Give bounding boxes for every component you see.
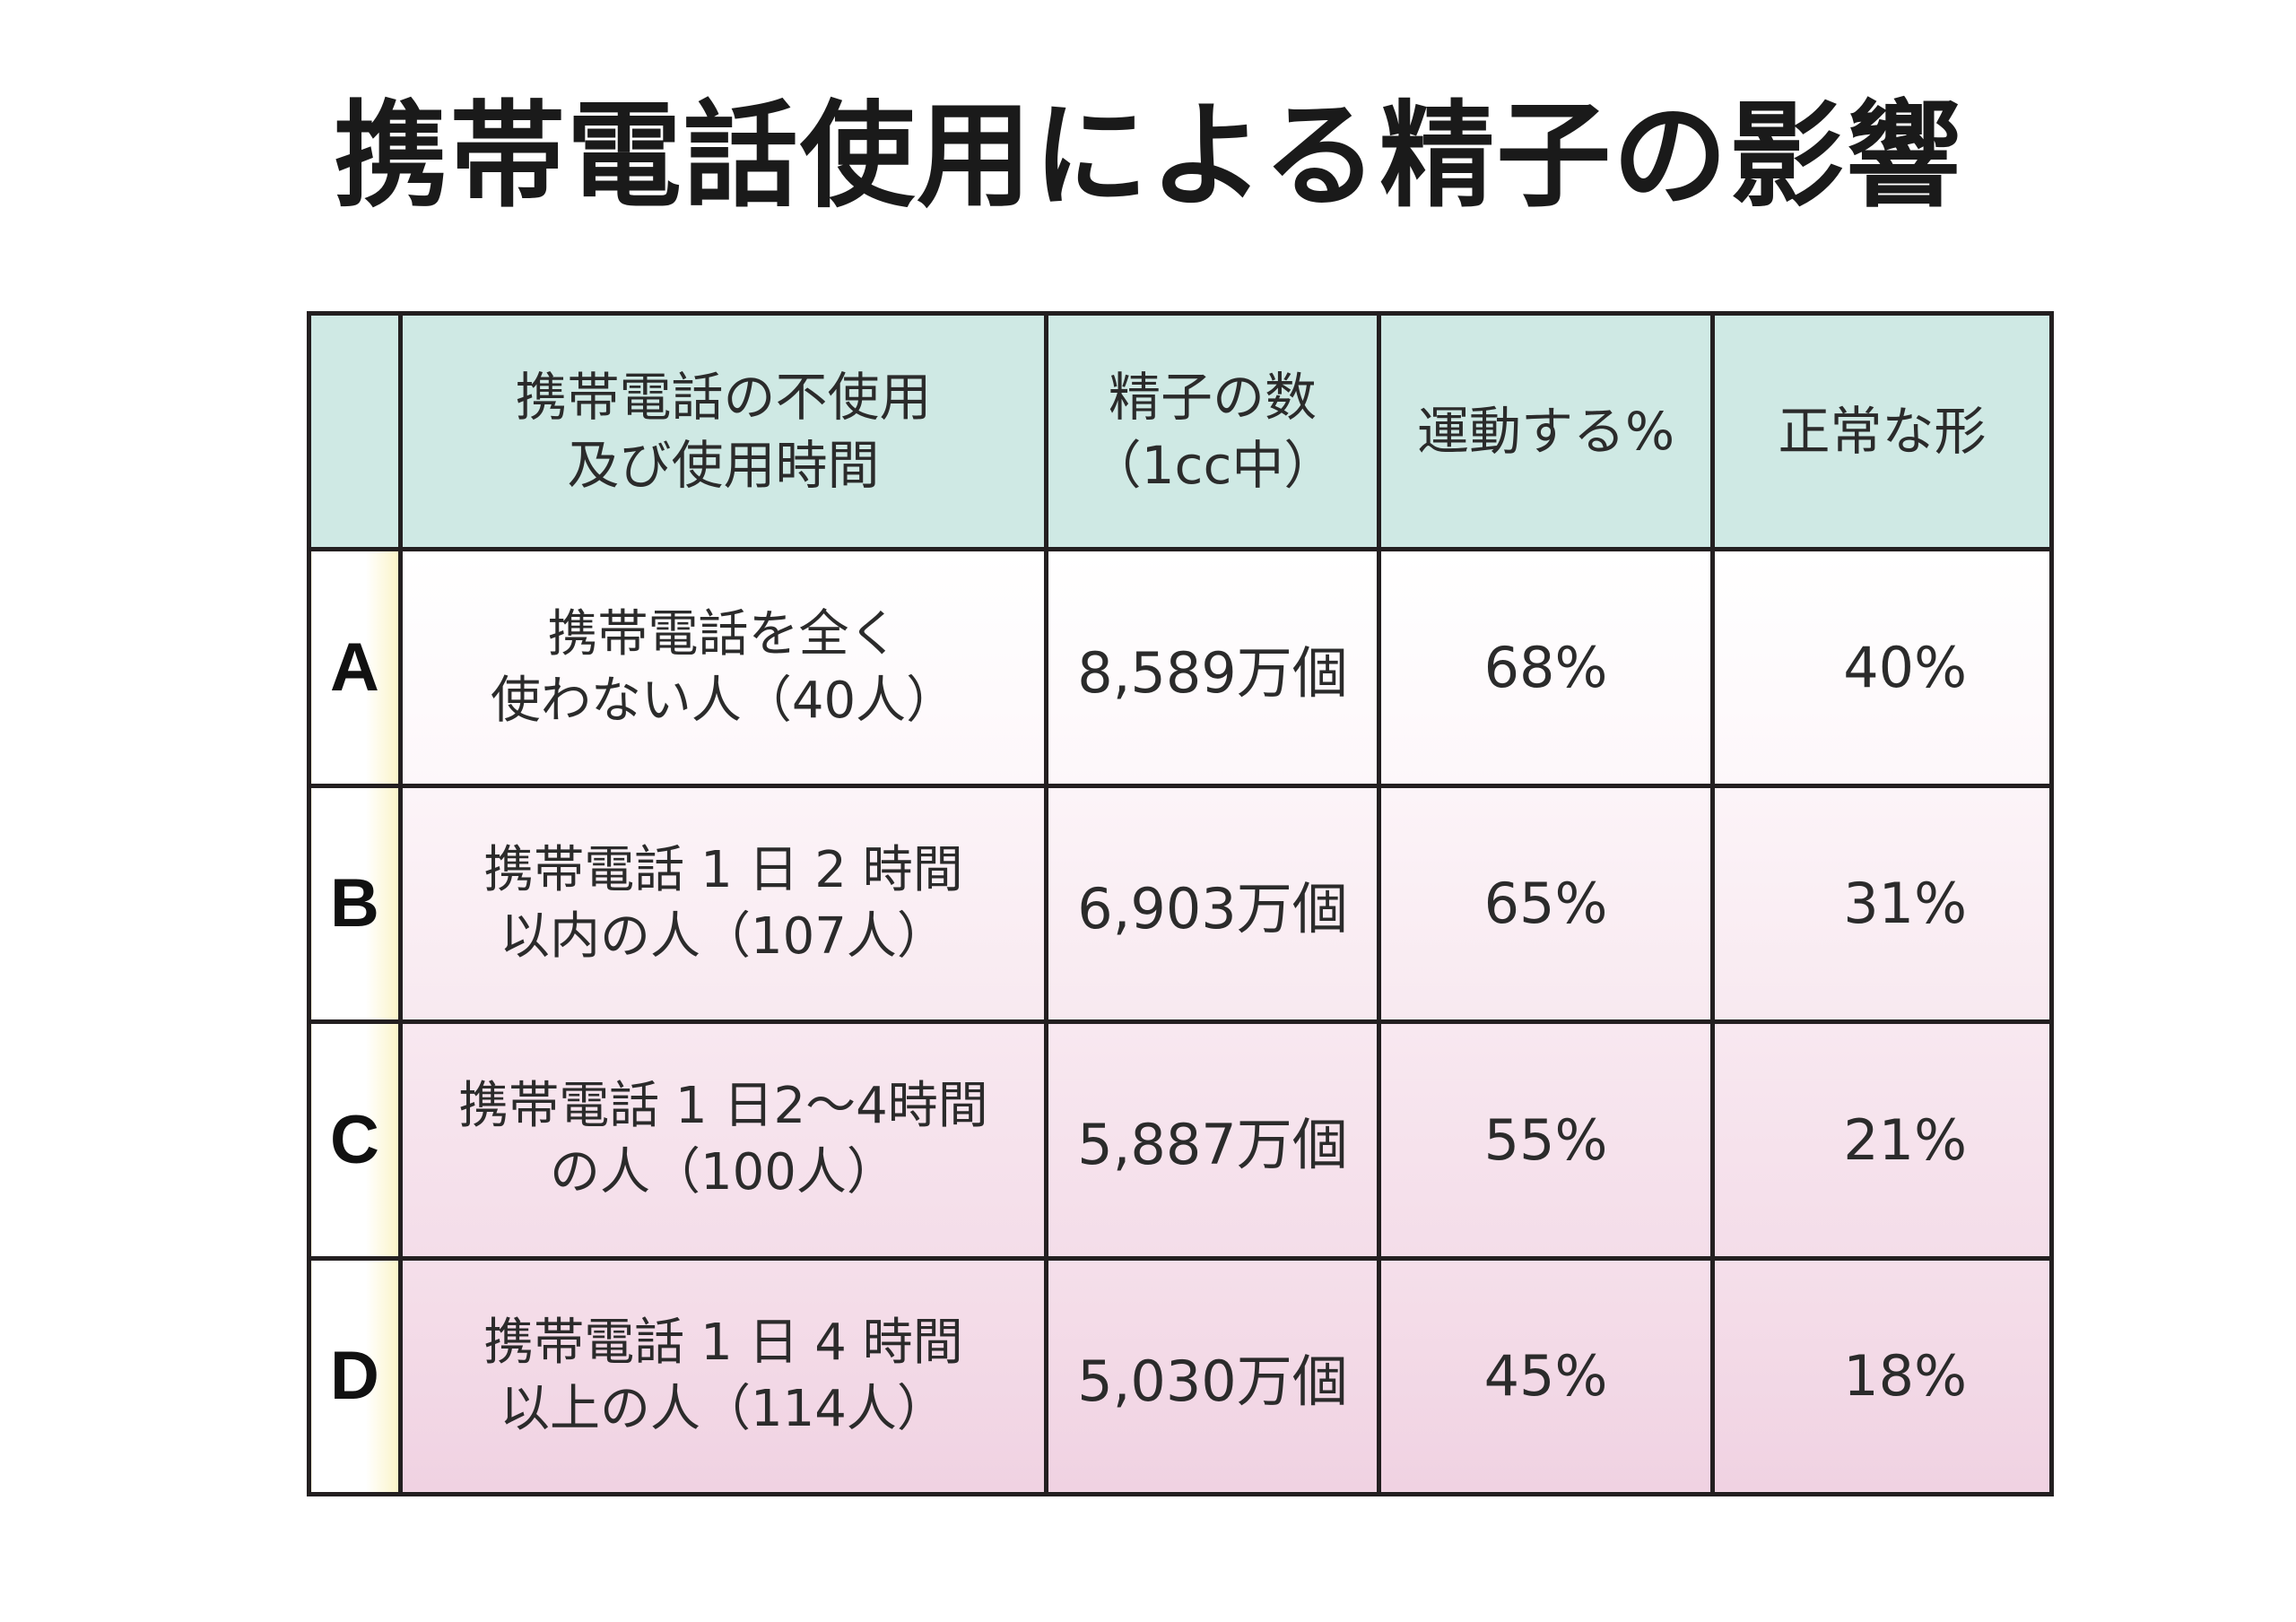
usage-line1: 携帯電話 1 日 4 時間 xyxy=(483,1313,963,1372)
row-label: C xyxy=(307,1019,403,1261)
usage-cell: 携帯電話 1 日 2 時間 以内の人（107人） xyxy=(398,783,1048,1025)
motility-cell: 45% xyxy=(1377,1255,1715,1497)
header-usage-line2: 及び使用時間 xyxy=(567,435,880,497)
header-count-line1: 精子の数 xyxy=(1108,367,1317,429)
usage-line2: の人（100人） xyxy=(550,1143,897,1202)
usage-line2: 以内の人（107人） xyxy=(500,906,947,966)
usage-cell: 携帯電話 1 日 4 時間 以上の人（114人） xyxy=(398,1255,1048,1497)
header-count-line2: （1cc中） xyxy=(1089,435,1336,497)
usage-line2: 使わない人（40人） xyxy=(490,671,957,730)
motility-cell: 65% xyxy=(1377,783,1715,1025)
sperm-count-cell: 5,887万個 xyxy=(1044,1019,1381,1261)
table-row: D 携帯電話 1 日 4 時間 以上の人（114人） 5,030万個 45% 1… xyxy=(307,1255,2054,1497)
usage-cell: 携帯電話を全く 使わない人（40人） xyxy=(398,547,1048,788)
row-label: B xyxy=(307,783,403,1025)
sperm-count-cell: 5,030万個 xyxy=(1044,1255,1381,1497)
normal-shape-cell: 31% xyxy=(1710,783,2054,1025)
normal-shape-cell: 40% xyxy=(1710,547,2054,788)
sperm-impact-table: 携帯電話の不使用 及び使用時間 精子の数 （1cc中） 運動する% 正常な形 A… xyxy=(307,310,2054,1497)
motility-cell: 68% xyxy=(1377,547,1715,788)
table-header-row: 携帯電話の不使用 及び使用時間 精子の数 （1cc中） 運動する% 正常な形 xyxy=(307,310,2054,552)
usage-line1: 携帯電話 1 日2〜4時間 xyxy=(458,1077,988,1136)
usage-line1: 携帯電話 1 日 2 時間 xyxy=(483,840,963,899)
normal-shape-cell: 21% xyxy=(1710,1019,2054,1261)
sperm-count-cell: 8,589万個 xyxy=(1044,547,1381,788)
normal-shape-cell: 18% xyxy=(1710,1255,2054,1497)
sperm-count-cell: 6,903万個 xyxy=(1044,783,1381,1025)
row-label: D xyxy=(307,1255,403,1497)
usage-cell: 携帯電話 1 日2〜4時間 の人（100人） xyxy=(398,1019,1048,1261)
header-normal-shape: 正常な形 xyxy=(1710,310,2054,552)
usage-line1: 携帯電話を全く xyxy=(547,604,900,664)
table-row: A 携帯電話を全く 使わない人（40人） 8,589万個 68% 40% xyxy=(307,547,2054,788)
usage-line2: 以上の人（114人） xyxy=(500,1379,947,1438)
page-title: 携帯電話使用による精子の影響 xyxy=(333,90,1963,223)
header-label-cell xyxy=(307,310,403,552)
header-usage-line1: 携帯電話の不使用 xyxy=(515,367,932,429)
header-usage: 携帯電話の不使用 及び使用時間 xyxy=(398,310,1048,552)
header-sperm-count: 精子の数 （1cc中） xyxy=(1044,310,1381,552)
header-motility: 運動する% xyxy=(1377,310,1715,552)
table-row: B 携帯電話 1 日 2 時間 以内の人（107人） 6,903万個 65% 3… xyxy=(307,783,2054,1025)
table-row: C 携帯電話 1 日2〜4時間 の人（100人） 5,887万個 55% 21% xyxy=(307,1019,2054,1261)
motility-cell: 55% xyxy=(1377,1019,1715,1261)
row-label: A xyxy=(307,547,403,788)
